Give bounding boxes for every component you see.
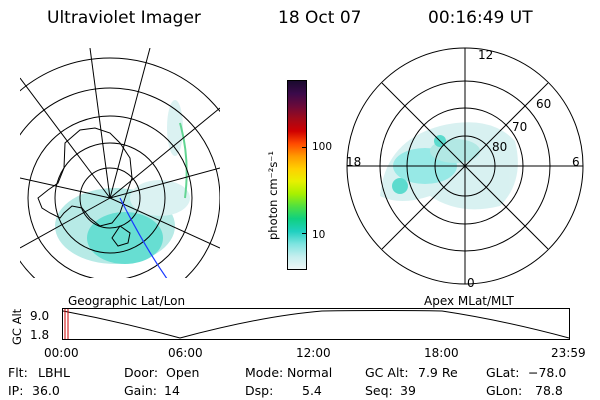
colorbar-unit-label: photon cm⁻²s⁻¹ — [266, 151, 280, 240]
mlat-label-60: 60 — [536, 97, 552, 111]
time-tick-1800: 18:00 — [424, 346, 459, 360]
filter-value: LBHL — [38, 365, 70, 380]
apex-polar-plot — [346, 47, 584, 285]
altitude-axis-label: GC Alt — [10, 308, 24, 345]
altitude-tick-1-8: 1.8 — [30, 328, 50, 342]
mode-value: Normal — [287, 365, 333, 380]
gcalt-value: 7.9 Re — [418, 365, 458, 380]
colorbar — [287, 80, 307, 270]
mlt-label-6: 6 — [572, 155, 580, 169]
glat-value: −78.0 — [528, 365, 567, 380]
observation-date: 18 Oct 07 — [278, 8, 362, 28]
colorbar-tickmark-10 — [302, 233, 307, 235]
orbit-track — [119, 197, 168, 278]
altitude-tick-9: 9.0 — [30, 309, 50, 323]
dsp-value: 5.4 — [302, 383, 322, 398]
ip-label: IP: — [8, 383, 24, 398]
observation-time: 00:16:49 UT — [428, 8, 533, 28]
seq-label: Seq: — [365, 383, 393, 398]
glon-value: 78.8 — [535, 383, 563, 398]
geo-caption: Geographic Lat/Lon — [68, 294, 186, 308]
colorbar-tick-10: 10 — [312, 229, 326, 241]
filter-label: Flt: — [8, 365, 28, 380]
colorbar-tickmark-100 — [302, 146, 307, 148]
time-tick-0000: 00:00 — [44, 346, 79, 360]
time-tick-1200: 12:00 — [296, 346, 331, 360]
glat-label: GLat: — [486, 365, 520, 380]
mlt-label-12: 12 — [478, 48, 494, 62]
instrument-title: Ultraviolet Imager — [47, 8, 201, 28]
altitude-strip-plot — [62, 308, 570, 340]
seq-value: 39 — [400, 383, 416, 398]
mlt-label-0: 0 — [467, 276, 475, 290]
mlat-label-80: 80 — [492, 140, 508, 154]
colorbar-tick-100: 100 — [312, 141, 333, 153]
mode-label: Mode: — [245, 365, 284, 380]
time-tick-2359: 23:59 — [551, 346, 586, 360]
mlt-label-18: 18 — [346, 155, 362, 169]
door-value: Open — [166, 365, 200, 380]
glon-label: GLon: — [486, 383, 523, 398]
gcalt-label: GC Alt: — [365, 365, 409, 380]
door-label: Door: — [124, 365, 159, 380]
geographic-map — [20, 48, 220, 278]
gain-label: Gain: — [124, 383, 157, 398]
dsp-label: Dsp: — [245, 383, 274, 398]
mlat-label-70: 70 — [512, 120, 528, 134]
apex-caption: Apex MLat/MLT — [424, 294, 514, 308]
time-tick-0600: 06:00 — [168, 346, 203, 360]
current-time-marker — [64, 309, 69, 339]
ip-value: 36.0 — [32, 383, 60, 398]
gain-value: 14 — [164, 383, 180, 398]
antarctica-coastline — [37, 127, 133, 227]
